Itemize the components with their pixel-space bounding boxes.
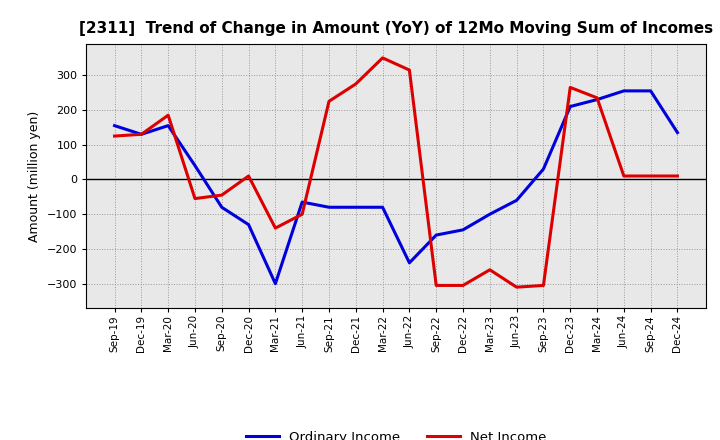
Y-axis label: Amount (million yen): Amount (million yen) — [28, 110, 41, 242]
Net Income — [566, 85, 575, 90]
Ordinary Income — [432, 232, 441, 238]
Net Income — [673, 173, 682, 179]
Net Income — [405, 67, 414, 73]
Ordinary Income — [513, 198, 521, 203]
Ordinary Income — [217, 205, 226, 210]
Ordinary Income — [566, 104, 575, 109]
Ordinary Income — [137, 132, 145, 137]
Ordinary Income — [325, 205, 333, 210]
Line: Net Income: Net Income — [114, 58, 678, 287]
Ordinary Income — [244, 222, 253, 227]
Net Income — [325, 99, 333, 104]
Ordinary Income — [378, 205, 387, 210]
Ordinary Income — [351, 205, 360, 210]
Ordinary Income — [110, 123, 119, 128]
Ordinary Income — [673, 130, 682, 135]
Net Income — [459, 283, 467, 288]
Net Income — [298, 212, 307, 217]
Title: [2311]  Trend of Change in Amount (YoY) of 12Mo Moving Sum of Incomes: [2311] Trend of Change in Amount (YoY) o… — [79, 21, 713, 36]
Net Income — [432, 283, 441, 288]
Ordinary Income — [459, 227, 467, 232]
Ordinary Income — [485, 212, 494, 217]
Net Income — [619, 173, 628, 179]
Net Income — [351, 81, 360, 87]
Ordinary Income — [647, 88, 655, 94]
Ordinary Income — [405, 260, 414, 265]
Net Income — [647, 173, 655, 179]
Ordinary Income — [539, 166, 548, 172]
Net Income — [110, 133, 119, 139]
Ordinary Income — [191, 163, 199, 168]
Net Income — [244, 173, 253, 179]
Net Income — [137, 132, 145, 137]
Ordinary Income — [619, 88, 628, 94]
Legend: Ordinary Income, Net Income: Ordinary Income, Net Income — [240, 425, 552, 440]
Net Income — [513, 285, 521, 290]
Net Income — [539, 283, 548, 288]
Ordinary Income — [164, 123, 173, 128]
Net Income — [191, 196, 199, 201]
Net Income — [485, 267, 494, 272]
Net Income — [271, 225, 279, 231]
Ordinary Income — [298, 199, 307, 205]
Line: Ordinary Income: Ordinary Income — [114, 91, 678, 284]
Net Income — [217, 192, 226, 198]
Ordinary Income — [593, 97, 601, 102]
Net Income — [593, 95, 601, 100]
Net Income — [378, 55, 387, 61]
Ordinary Income — [271, 281, 279, 286]
Net Income — [164, 113, 173, 118]
